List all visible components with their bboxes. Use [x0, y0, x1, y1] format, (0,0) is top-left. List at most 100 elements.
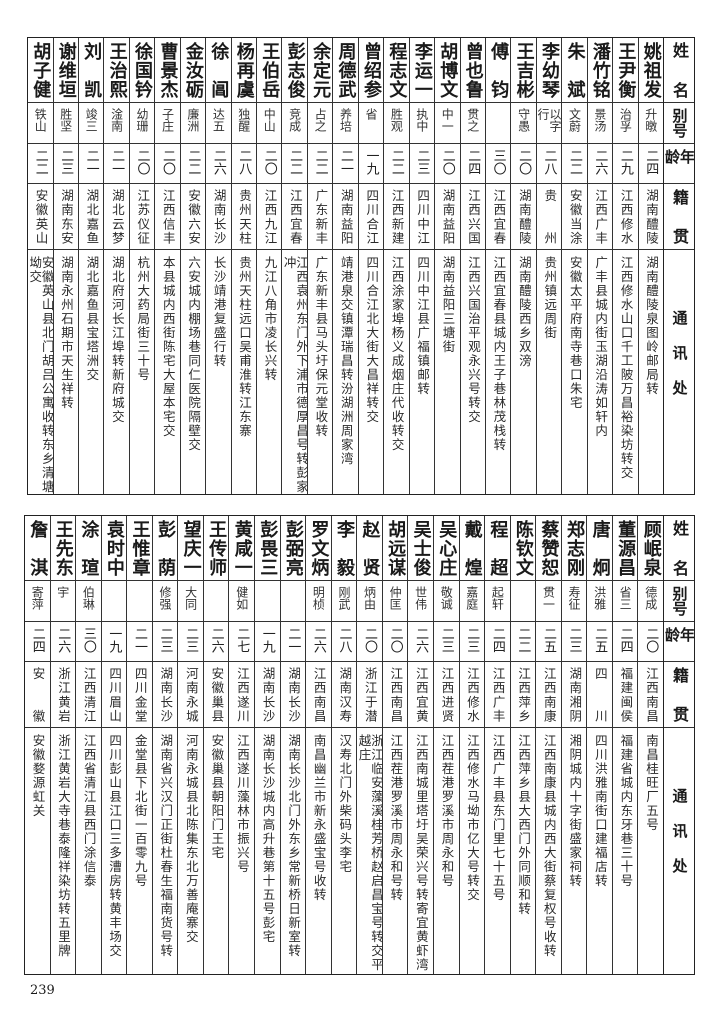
person-column: 王吉彬 守愚 二〇 湖南醴陵 湖南醴陵西乡双滂: [510, 38, 536, 494]
person-age-cell: 二一: [333, 144, 358, 184]
person-age-cell: 二一: [78, 144, 104, 184]
person-column: 詹淇 寄萍 二四 安徽 安徽婺源虹关: [24, 516, 50, 974]
person-native-place-cell: 安徽巢县: [203, 662, 229, 728]
person-native-place-cell: 湖南长沙: [255, 662, 280, 728]
person-name: 胡博文: [437, 42, 459, 98]
person-age: 二八: [236, 149, 252, 175]
person-age: 二三: [438, 627, 454, 653]
person-alias-cell: 贯一: [536, 581, 561, 622]
person-native-place: 广东新丰: [313, 189, 329, 244]
person-alias-cell: 廉洲: [180, 103, 206, 144]
person-address-cell: 湖南益阳三塘街: [435, 250, 459, 494]
person-column: 曾绍参省一九 四川合江 四川合江北大街大昌祥转交: [357, 38, 384, 494]
person-alias-cell: 寄萍: [24, 581, 50, 622]
person-age-cell: 二〇: [257, 144, 282, 184]
person-age: 二一: [83, 149, 99, 175]
person-name-cell: 曾也鲁: [460, 38, 485, 103]
person-age-cell: 二二: [180, 144, 206, 184]
person-name: 望庆一: [180, 520, 202, 576]
person-name: 金汝砺: [182, 42, 204, 98]
person-address: 河南永城县北陈集东北万善庵寨交: [183, 734, 199, 944]
person-address-cell: 浙江黄岩大寺巷泰隆祥染坊转五里牌: [51, 728, 76, 974]
person-address: 南昌桂旺厂五号: [643, 734, 659, 832]
person-native-place-cell: 四川: [587, 662, 612, 728]
person-age: 二三: [58, 149, 74, 175]
person-address-cell: 湖南永州石期市天生祥转: [54, 250, 78, 494]
person-age-cell: 二〇: [435, 144, 460, 184]
person-alias: 贯之: [465, 108, 480, 132]
person-column: 程超 起轩 二四 江西广丰 江西广丰县东门里七十五号: [484, 516, 510, 974]
person-native-place: 四川: [592, 667, 608, 722]
person-column: 周德武 养培 二一 湖南益阳 靖港泉交镇潭瑞昌转汾湖洲周家湾: [332, 38, 358, 494]
person-address: 汉寿北门外柴码头李宅: [337, 734, 353, 874]
person-alias: 独醒: [236, 108, 251, 132]
person-native-place-cell: 湖南益阳: [435, 184, 460, 250]
person-name: 彭畏三: [257, 520, 279, 576]
person-address-cell: 贵州天柱远口吴甫淮转江东寨: [232, 250, 256, 494]
person-alias: 省三: [618, 586, 633, 610]
person-alias-cell: 独醒: [231, 103, 256, 144]
person-name: 王尹衡: [615, 42, 637, 98]
person-column: 刘凯 竣三 二一 湖北嘉鱼 湖北嘉鱼县宝塔洲交: [77, 38, 104, 494]
person-alias-cell: [485, 103, 511, 144]
person-address: 湖北府河长江埠转新府城交: [109, 256, 125, 424]
person-native-place: 江西信丰: [160, 189, 176, 244]
person-native-place: 江西兴国: [465, 189, 481, 244]
person-column: 杨再虞 独醒 二八 贵州天柱 贵州天柱远口吴甫淮转江东寨: [230, 38, 256, 494]
person-native-place-cell: 安徽当涂: [562, 184, 587, 250]
person-alias: 守愚: [516, 108, 531, 132]
person-name-cell: 戴煌: [459, 516, 485, 581]
person-native-place: 湖南益阳: [440, 189, 456, 244]
person-native-place-cell: 江西宜春: [282, 184, 307, 250]
person-age-cell: 一九: [255, 622, 280, 662]
person-age-cell: 二〇: [382, 622, 408, 662]
person-column: 金汝砺 廉洲 二二 安徽六安 六安城内棚场巷同仁医院隔壁交: [179, 38, 206, 494]
person-age-cell: 二八: [231, 144, 256, 184]
person-age: 二二: [185, 149, 201, 175]
person-age-cell: 二一: [280, 622, 306, 662]
person-column: 赵贤 炳由 二〇 浙江于潜 浙江临安藻溪桂芳桥赵启昌宝号转交平越庄: [356, 516, 382, 974]
person-age-cell: 二五: [536, 622, 561, 662]
person-age: 二三: [464, 627, 480, 653]
person-alias: 养培: [338, 108, 353, 132]
header-address: 通讯处: [670, 788, 689, 893]
person-address-cell: 湖南长沙城内高升巷第十五号彭宅: [255, 728, 280, 974]
person-age: 二一: [338, 149, 354, 175]
person-alias-cell: [510, 581, 536, 622]
person-alias: 寄萍: [30, 586, 45, 610]
person-alias-cell: 刚武: [331, 581, 357, 622]
page-number: 239: [30, 983, 55, 998]
person-native-place: 江西南康: [541, 667, 557, 722]
person-name-cell: 王先东: [50, 516, 76, 581]
person-column: 王尹衡 治孚 二九 江西修水 江西修水山口千工陂万昌裕染坊转交: [612, 38, 638, 494]
person-column: 徐国钤 幼珊 二〇 江苏仪征 杭州大药局街三十号: [128, 38, 155, 494]
person-native-place-cell: 四川中江: [409, 184, 435, 250]
person-column: 李运一 执中 二三 四川中江 四川中江县广福镇邮转: [408, 38, 435, 494]
person-native-place-cell: 四川眉山: [101, 662, 127, 728]
header-address: 通讯处: [670, 310, 689, 415]
person-alias: 敬诚: [439, 586, 454, 610]
person-name-cell: 郑志刚: [561, 516, 587, 581]
person-native-place: 福建闽侯: [618, 667, 634, 722]
person-age-cell: 二六: [206, 144, 231, 184]
person-alias-cell: 胜观: [384, 103, 409, 144]
person-name-cell: 涂瑄: [76, 516, 101, 581]
person-native-place-cell: 湖南长沙: [206, 184, 231, 250]
person-age: 二四: [643, 149, 659, 175]
person-native-place-cell: 江西萍乡: [510, 662, 536, 728]
person-column: 唐炯 洪雅 二五 四川 四川洪雅南街口建福店转: [586, 516, 612, 974]
person-native-place: 湖南长沙: [286, 667, 302, 722]
person-age: 二九: [617, 149, 633, 175]
person-native-place-cell: 湖南汉寿: [331, 662, 357, 728]
person-name: 彭志俊: [284, 42, 306, 98]
person-column: 姚祖发 升暾 二四 湖南醴陵 湖南醴陵泉图岭邮局转: [637, 38, 663, 494]
person-alias-cell: 达五: [206, 103, 231, 144]
person-address: 长沙靖港复盛行转: [211, 256, 227, 368]
person-address-cell: 安徽婺源虹关: [25, 728, 50, 974]
person-address-cell: 南昌幽兰市新永盛宝号收转: [306, 728, 331, 974]
person-name: 李运一: [411, 42, 433, 98]
person-address-cell: 江西省清江县西门涂信泰: [76, 728, 101, 974]
person-native-place: 湖南长沙: [260, 667, 276, 722]
person-age: 一九: [363, 149, 379, 175]
person-age: 二二: [515, 627, 531, 653]
